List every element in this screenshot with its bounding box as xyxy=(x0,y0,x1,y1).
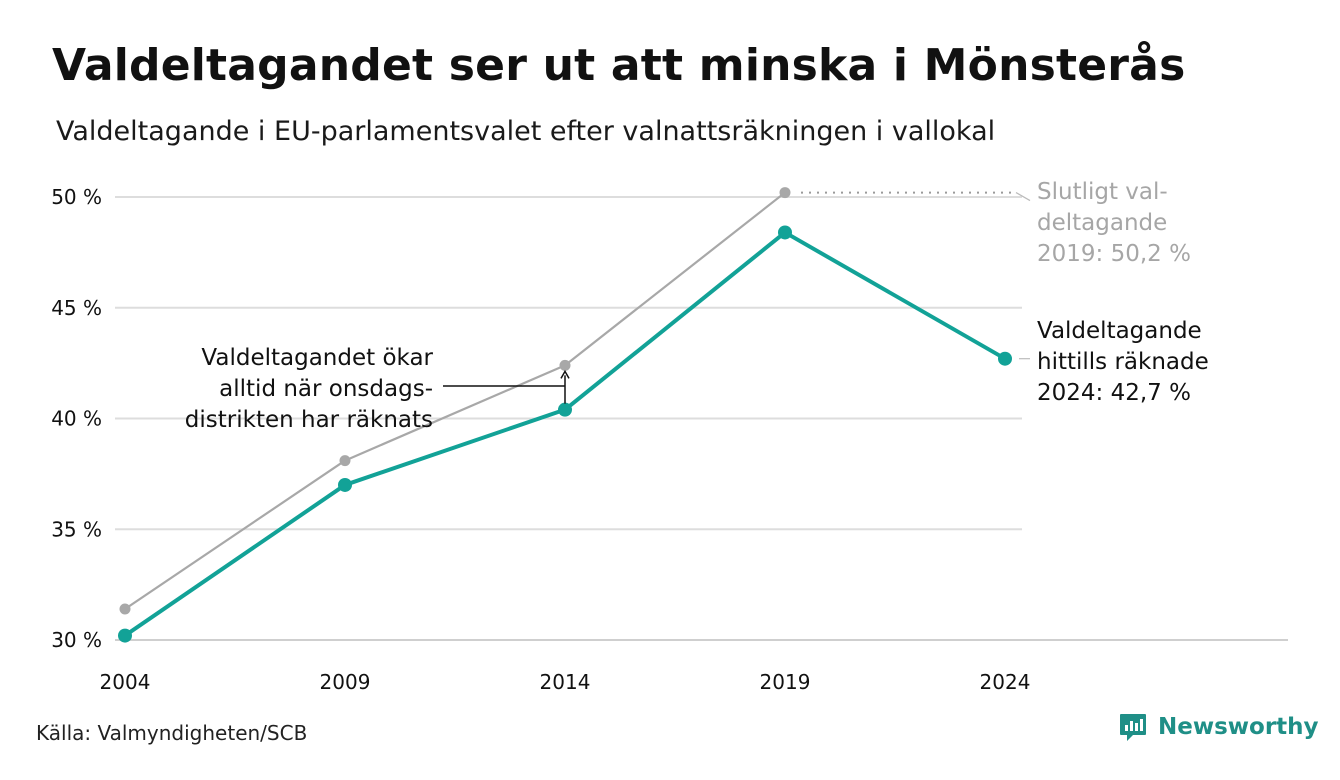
x-tick-label: 2024 xyxy=(980,670,1031,694)
data-point-final xyxy=(339,455,351,467)
note-text: distrikten har räknats xyxy=(185,407,433,433)
chart-title: Valdeltagandet ser ut att minska i Mönst… xyxy=(52,40,1186,91)
y-tick-label: 45 % xyxy=(51,296,102,320)
data-point-final xyxy=(559,359,571,371)
data-point-final xyxy=(779,187,791,199)
note-text: Valdeltagandet ökar xyxy=(201,345,433,371)
series-line-final xyxy=(124,191,786,610)
x-tick-label: 2014 xyxy=(540,670,591,694)
data-point-counted xyxy=(998,351,1012,366)
brand-logo: Newsworthy xyxy=(1118,712,1319,742)
final-label-text: 2019: 50,2 % xyxy=(1037,241,1191,267)
final-label-text: deltagande xyxy=(1037,210,1167,236)
x-tick-label: 2019 xyxy=(760,670,811,694)
x-tick-label: 2004 xyxy=(100,670,151,694)
data-point-final xyxy=(119,603,131,615)
y-tick-label: 35 % xyxy=(51,517,102,541)
source-note: Källa: Valmyndigheten/SCB xyxy=(36,721,308,745)
data-point-counted xyxy=(778,225,792,240)
data-point-counted xyxy=(338,477,352,492)
x-tick-label: 2009 xyxy=(320,670,371,694)
chart-subtitle: Valdeltagande i EU-parlamentsvalet efter… xyxy=(56,116,996,147)
data-point-counted xyxy=(118,628,132,643)
y-tick-label: 30 % xyxy=(51,628,102,652)
note-arrowhead xyxy=(560,369,570,379)
counted-label-text: 2024: 42,7 % xyxy=(1037,380,1191,406)
series-line-counted xyxy=(123,230,1006,638)
data-point-counted xyxy=(558,402,572,417)
counted-label-text: Valdeltagande xyxy=(1037,318,1202,344)
newsworthy-logo-icon xyxy=(1120,714,1146,741)
final-label-text: Slutligt val- xyxy=(1037,179,1168,205)
brand-name: Newsworthy xyxy=(1158,714,1319,740)
note-text: alltid när onsdags- xyxy=(219,376,433,402)
y-tick-label: 50 % xyxy=(51,185,102,209)
y-tick-label: 40 % xyxy=(51,407,102,431)
final-label-connector xyxy=(1015,192,1031,202)
counted-label-text: hittills räknade xyxy=(1037,349,1209,375)
